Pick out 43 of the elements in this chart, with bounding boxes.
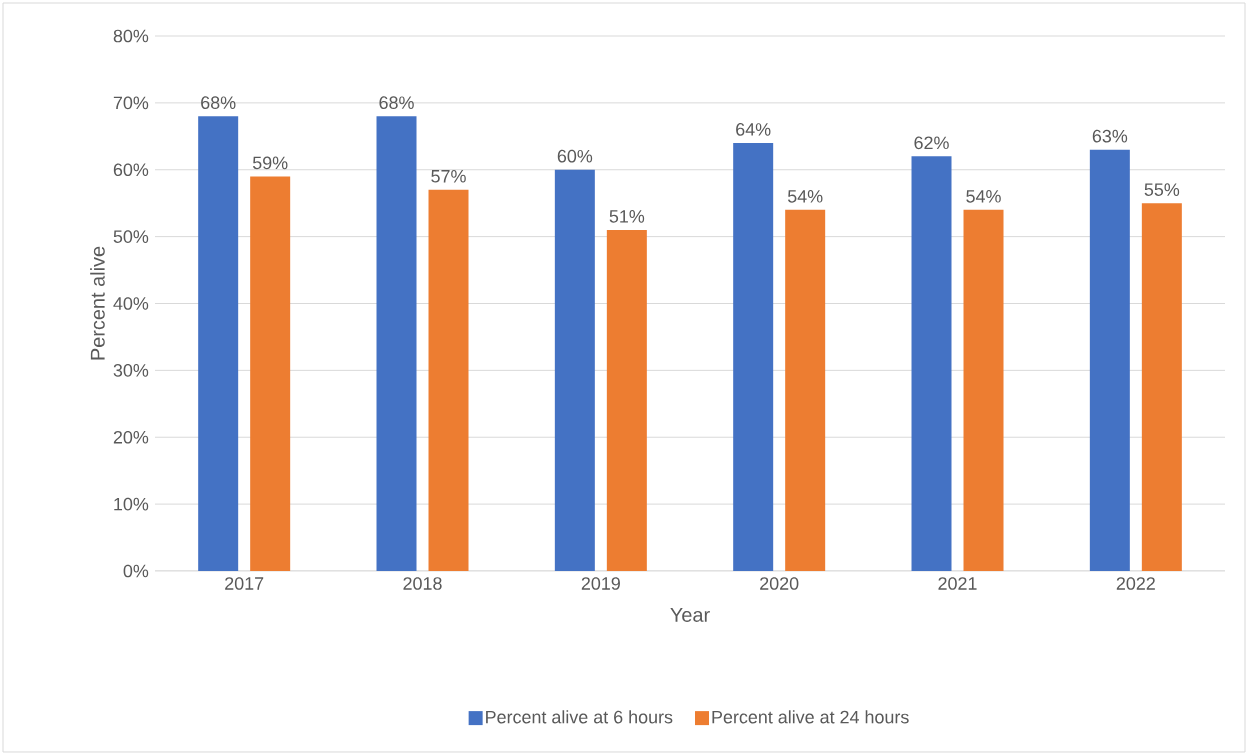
y-tick-label: 0% (123, 564, 149, 578)
y-tick-label: 30% (113, 364, 149, 377)
x-tick-label: 2019 (581, 577, 620, 590)
bar (1089, 149, 1130, 571)
y-tick-label: 80% (113, 29, 149, 43)
bar (911, 156, 952, 571)
data-label: 59% (252, 156, 288, 170)
bar (733, 142, 774, 571)
y-tick-label: 50% (113, 230, 149, 243)
bar (785, 209, 826, 571)
data-label: 63% (1092, 129, 1128, 143)
y-tick-label: 20% (113, 430, 149, 444)
bar (1141, 203, 1182, 571)
y-axis-title: Percent alive (90, 246, 105, 360)
data-label: 57% (431, 169, 466, 183)
data-label: 68% (201, 96, 236, 110)
x-tick-label: 2018 (403, 577, 442, 590)
data-label: 54% (787, 190, 823, 203)
data-label: 55% (1144, 183, 1180, 196)
data-label: 51% (609, 210, 645, 223)
data-label: 54% (966, 190, 1001, 203)
x-axis-title: Year (670, 608, 710, 622)
legend-label: Percent alive at 6 hours (486, 710, 673, 724)
y-tick-label: 70% (113, 96, 149, 110)
x-tick-label: 2017 (225, 577, 264, 590)
bar (963, 209, 1004, 571)
x-tick-label: 2022 (1116, 577, 1155, 590)
y-tick-label: 10% (114, 497, 149, 511)
bar (376, 116, 417, 571)
legend-label: Percent alive at 24 hours (712, 710, 909, 724)
data-label: 64% (736, 123, 771, 136)
bar (606, 229, 647, 571)
x-tick-label: 2021 (938, 577, 977, 590)
bar (198, 116, 239, 571)
data-label: 68% (379, 96, 414, 110)
x-tick-label: 2020 (760, 577, 799, 590)
bar (554, 169, 595, 571)
bar (428, 189, 469, 571)
y-tick-label: 40% (113, 297, 149, 310)
data-label: 60% (557, 149, 593, 163)
bar (250, 176, 291, 571)
data-label: 62% (914, 136, 949, 150)
y-tick-label: 60% (113, 163, 149, 177)
